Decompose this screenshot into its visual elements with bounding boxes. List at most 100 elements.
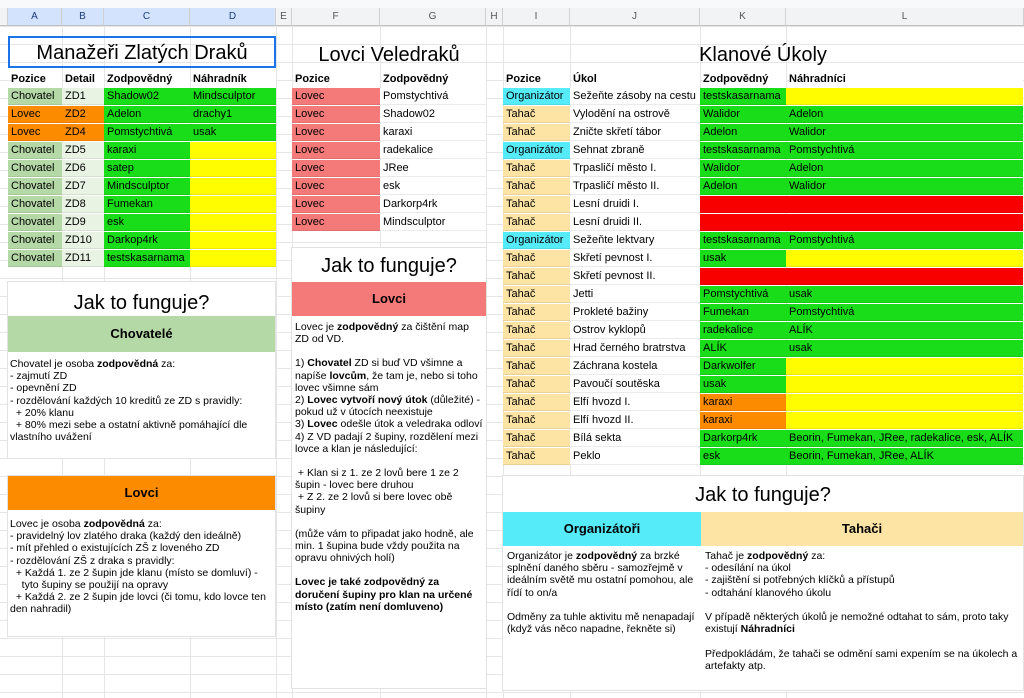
tasks-cell: Lesní druidi I. — [570, 196, 700, 213]
hunters-cell: Lovec — [292, 196, 380, 213]
column-header-e[interactable]: E — [276, 8, 292, 26]
dragons-cell: satep — [104, 160, 190, 177]
tasks-cell — [786, 88, 1023, 105]
hunters-cell: Lovec — [292, 214, 380, 231]
hunters-text: Lovec je osoba zodpovědná za: - pravidel… — [10, 518, 274, 616]
dragons-cell: drachy1 — [190, 106, 276, 123]
column-header-h[interactable]: H — [486, 8, 503, 26]
hunters-cell: Lovec — [292, 106, 380, 123]
bold-text: Náhradníci — [740, 623, 795, 636]
howto2-paragraph: 3) Lovec odešle útok a veledraka odloví — [295, 418, 483, 430]
dragons-cell: Pomstychtivá — [104, 124, 190, 141]
column-header-g[interactable]: G — [380, 8, 486, 26]
text-run: Organizátor je — [507, 550, 576, 562]
tasks-header: Úkol — [573, 72, 700, 87]
tasks-cell: Trpasličí město II. — [570, 178, 700, 195]
text-run: 3) — [295, 418, 308, 431]
tasks-cell: ALÍK — [786, 322, 1023, 339]
dragons-cell: Mindsculptor — [190, 88, 276, 105]
tasks-cell — [786, 394, 1023, 411]
tasks-cell: Sežeňte lektvary — [570, 232, 700, 249]
dragons-cell: Chovatel — [8, 232, 62, 249]
text-run: odešle útok a veledraka odloví — [337, 418, 483, 431]
tasks-cell: Tahač — [503, 250, 570, 267]
howto2-paragraph: 2) Lovec vytvoří nový útok (důležité) - … — [295, 394, 483, 418]
tasks-cell: Tahač — [503, 394, 570, 411]
tasks-cell: Tahač — [503, 160, 570, 177]
select-all-corner[interactable] — [0, 8, 8, 26]
text-run: za brzké splnění daného sběru - samozřej… — [507, 550, 695, 636]
text-run: za: - odesílání na úkol - zajištění si p… — [705, 550, 1009, 636]
howto2-paragraph: + Klan si z 1. ze 2 lovů bere 1 ze 2 šup… — [295, 467, 459, 516]
column-header-l[interactable]: L — [786, 8, 1024, 26]
howto2-title: Jak to funguje? — [321, 255, 457, 277]
tasks-cell: usak — [786, 340, 1023, 357]
column-header-b[interactable]: B — [62, 8, 104, 26]
tasks-cell: Prokleté bažiny — [570, 304, 700, 321]
hunters-title: Lovci Veledraků — [318, 44, 460, 66]
tasks-header: Náhradníci — [789, 72, 1023, 87]
dragons-cell: testskasarnama — [104, 250, 190, 267]
tasks-cell: Trpasličí město I. — [570, 160, 700, 177]
bold-text: Lovec vytvoří nový útok — [307, 394, 428, 407]
breeders-banner: Chovatelé — [8, 316, 275, 352]
dragons-title: Manažeři Zlatých Draků — [36, 42, 248, 64]
tasks-cell: Tahač — [503, 106, 570, 123]
tasks-header: Pozice — [506, 72, 570, 87]
hunters-cell: Lovec — [292, 178, 380, 195]
tasks-cell: Tahač — [503, 448, 570, 465]
text-run: 1) — [295, 357, 308, 370]
text-run: Chovatel je osoba — [10, 358, 97, 370]
tasks-cell: Hrad černého bratrstva — [570, 340, 700, 357]
text-run: 2) — [295, 394, 308, 407]
tasks-title: Klanové Úkoly — [699, 44, 827, 66]
dragons-cell: Adelon — [104, 106, 190, 123]
tasks-cell: Záchrana kostela — [570, 358, 700, 375]
tasks-cell: Darkwolfer — [700, 358, 786, 375]
tasks-cell: testskasarnama — [700, 232, 786, 249]
tasks-cell: Peklo — [570, 448, 700, 465]
howto2-paragraph: Lovec je také zodpovědný za doručení šup… — [295, 576, 476, 613]
haulers-text: Tahač je zodpovědný za: - odesílání na ú… — [705, 550, 1019, 672]
text-run: Lovec je osoba — [10, 518, 84, 530]
hunters-cell: Lovec — [292, 160, 380, 177]
hunters-cell: Lovec — [292, 124, 380, 141]
tasks-cell: Tahač — [503, 268, 570, 285]
dragons-cell — [190, 178, 276, 195]
column-header-c[interactable]: C — [104, 8, 190, 26]
tasks-cell: Tahač — [503, 304, 570, 321]
howto1-title: Jak to funguje? — [73, 292, 210, 314]
tasks-cell — [786, 376, 1023, 393]
tasks-cell: Adelon — [700, 124, 786, 141]
howto2-paragraph: 1) Chovatel ZD si buď VD všimne a napíše… — [295, 357, 483, 394]
tasks-cell: Walidor — [786, 178, 1023, 195]
dragons-cell: Lovec — [8, 124, 62, 141]
tasks-cell: Darkorp4rk — [700, 430, 786, 447]
text-run: (důležité) - pokud už v útocích neexistu… — [295, 394, 483, 419]
hunters-cell: JRee — [380, 160, 486, 177]
column-header-j[interactable]: J — [570, 8, 700, 26]
dragons-cell: ZD2 — [62, 106, 104, 123]
text-run: za: - pravidelný lov zlatého draka (každ… — [10, 518, 266, 616]
tasks-cell: Walidor — [786, 124, 1023, 141]
tasks-cell: usak — [786, 286, 1023, 303]
howto3-title: Jak to funguje? — [695, 484, 831, 506]
column-header-d[interactable]: D — [190, 8, 276, 26]
dragons-cell — [190, 142, 276, 159]
dragons-header: Pozice — [11, 72, 62, 87]
hunters-cell: Lovec — [292, 88, 380, 105]
dragons-cell: karaxi — [104, 142, 190, 159]
dragons-cell: ZD5 — [62, 142, 104, 159]
tasks-cell: Bílá sekta — [570, 430, 700, 447]
column-header-a[interactable]: A — [8, 8, 62, 26]
tasks-cell: ALÍK — [700, 340, 786, 357]
tasks-cell: karaxi — [700, 412, 786, 429]
hunters-cell: Darkorp4rk — [380, 196, 486, 213]
tasks-cell — [786, 196, 1023, 213]
tasks-cell — [786, 214, 1023, 231]
dragons-cell: Chovatel — [8, 160, 62, 177]
column-header-i[interactable]: I — [503, 8, 570, 26]
column-header-f[interactable]: F — [292, 8, 380, 26]
dragons-header: Zodpovědný — [107, 72, 190, 87]
column-header-k[interactable]: K — [700, 8, 786, 26]
